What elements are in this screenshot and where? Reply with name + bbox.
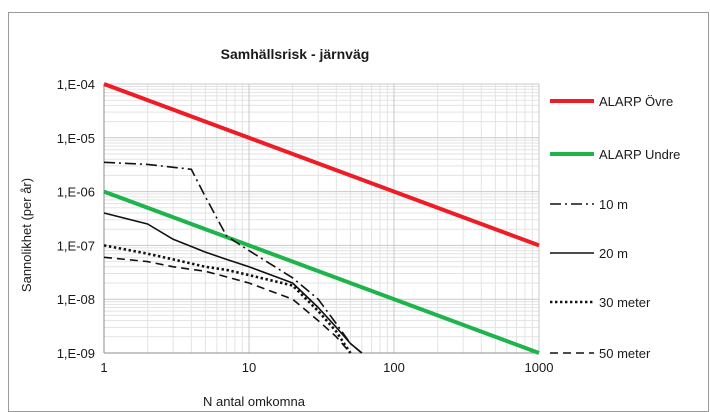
legend-label-5: 30 meter	[599, 295, 651, 310]
plot-series	[103, 82, 540, 355]
y-axis-label: Sannolikhet (per år)	[19, 178, 34, 292]
chart-title: Samhällsrisk - järnväg	[221, 46, 370, 62]
x-tick-label: 10	[242, 360, 256, 375]
chart-legend: ALARP Övre ALARP Undre 10 m 20 m 30 meter 50 …	[550, 94, 680, 361]
legend-label-6: 50 meter	[599, 346, 651, 361]
risk-chart: Samhällsrisk - järnväg 1 10 100 10001,E-041…	[19, 46, 680, 409]
x-tick-label: 100	[383, 360, 405, 375]
x-tick-label: 1000	[525, 360, 554, 375]
legend-label-4: 20 m	[599, 246, 628, 261]
legend-label-2: ALARP Undre	[599, 147, 680, 162]
y-tick-label: 1,E-07	[57, 238, 95, 253]
legend-label-3: 10 m	[599, 197, 628, 212]
plot-axes	[103, 84, 539, 354]
x-axis-label: N antal omkomna	[203, 394, 306, 409]
legend-label-1: ALARP Övre	[599, 94, 673, 109]
y-tick-label: 1,E-05	[57, 131, 95, 146]
series-line-4	[103, 212, 363, 354]
chart-frame: Samhällsrisk - järnväg 1 10 100 1000 1,E-04 1…	[8, 12, 709, 412]
plot-grid	[103, 83, 540, 354]
y-tick-label: 1,E-04	[57, 77, 95, 92]
series-line-3	[103, 161, 363, 354]
series-line-5	[103, 244, 352, 354]
series-line-1	[103, 82, 540, 248]
y-tick-label: 1,E-09	[57, 346, 95, 361]
series-line-2	[103, 189, 540, 355]
y-tick-label: 1,E-08	[57, 292, 95, 307]
y-tick-label: 1,E-06	[57, 185, 95, 200]
axis-ticks: 1 10 100 1000 1,E-04 1,E-05 1,E-06 1,E-07 1,E-08…	[57, 77, 554, 375]
series-line-6	[103, 256, 352, 354]
x-tick-label: 1	[100, 360, 107, 375]
